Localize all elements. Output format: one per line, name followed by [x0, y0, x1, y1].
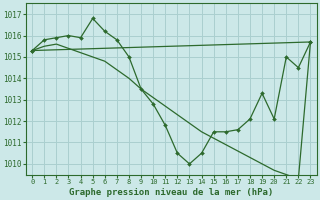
X-axis label: Graphe pression niveau de la mer (hPa): Graphe pression niveau de la mer (hPa): [69, 188, 274, 197]
